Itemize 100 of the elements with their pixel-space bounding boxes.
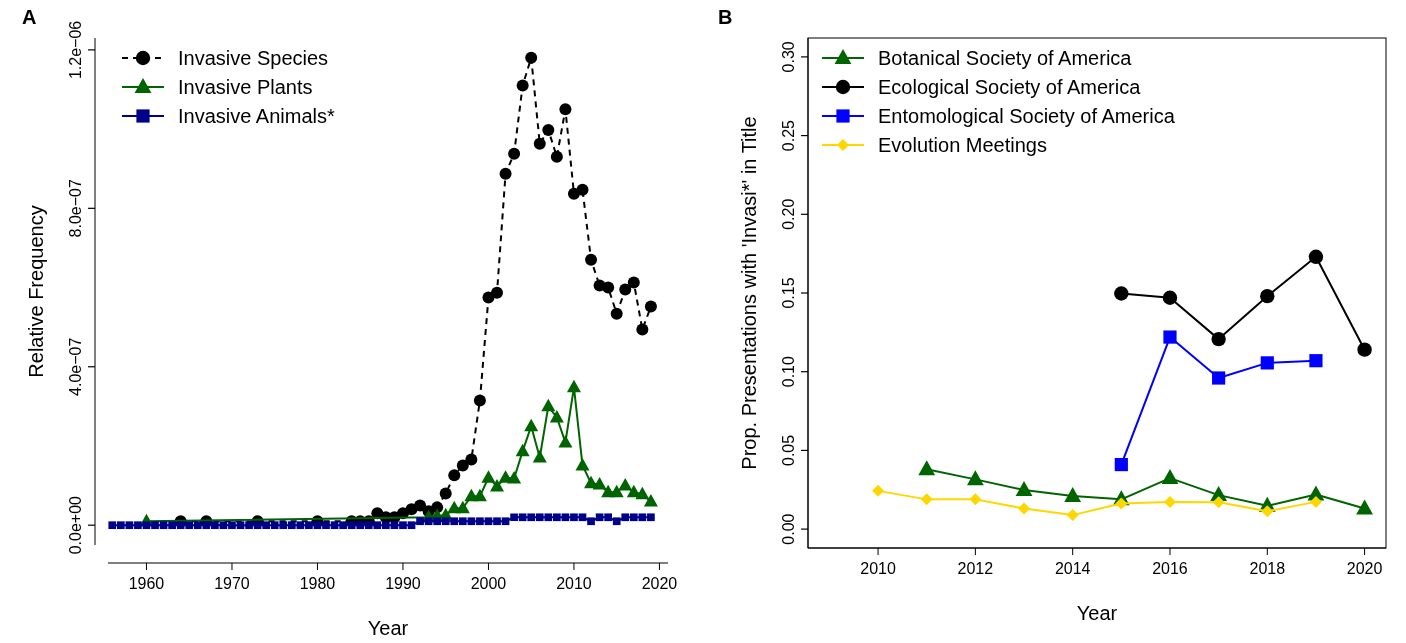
- y-tick-label: 0.20: [780, 198, 797, 230]
- point: [602, 281, 615, 294]
- point: [1161, 469, 1179, 485]
- point: [1356, 499, 1373, 515]
- point: [966, 470, 984, 486]
- point: [448, 469, 461, 482]
- point: [1261, 505, 1274, 518]
- point: [559, 103, 572, 116]
- y-tick-label: 0.30: [780, 41, 797, 73]
- point: [1212, 371, 1226, 385]
- point: [609, 484, 624, 498]
- point: [1260, 356, 1274, 370]
- point: [1018, 502, 1031, 515]
- point: [414, 499, 427, 512]
- point: [515, 443, 530, 457]
- x-tick-label: 2016: [1152, 560, 1188, 577]
- point: [465, 453, 478, 466]
- point: [455, 500, 470, 514]
- point: [619, 283, 632, 296]
- point: [490, 478, 505, 492]
- point: [508, 147, 521, 160]
- point: [525, 51, 538, 64]
- point: [872, 484, 885, 497]
- x-tick-label: 1980: [299, 575, 336, 592]
- x-axis-title: Year: [367, 617, 409, 639]
- point: [644, 300, 657, 313]
- point: [920, 493, 933, 506]
- point: [524, 418, 539, 432]
- point: [472, 488, 487, 502]
- x-tick-label: 2010: [556, 575, 592, 592]
- point: [507, 470, 522, 484]
- text: A: [22, 6, 37, 28]
- point: [585, 253, 598, 266]
- y-tick-label: 0.25: [780, 119, 797, 152]
- point: [1066, 509, 1079, 522]
- y-tick-label: 8.0e−07: [67, 179, 84, 238]
- y-tick-label: 0.00: [780, 513, 797, 545]
- point: [1211, 331, 1226, 347]
- point: [1115, 497, 1128, 510]
- point: [499, 167, 512, 180]
- point: [1308, 249, 1324, 264]
- y-tick-label: 0.10: [780, 356, 797, 388]
- x-tick-label: 1960: [128, 575, 165, 592]
- point: [491, 286, 504, 299]
- x-tick-label: 2000: [470, 575, 507, 592]
- y-tick-label: 0.15: [780, 277, 797, 309]
- point: [516, 79, 529, 92]
- point: [1162, 290, 1178, 305]
- legend-label: Invasive Animals*: [178, 105, 335, 127]
- x-tick-label: 1990: [385, 575, 421, 592]
- point: [576, 183, 589, 196]
- point: [439, 487, 452, 500]
- point: [481, 470, 496, 483]
- y-axis-title: Relative Frequency: [25, 205, 47, 378]
- point: [1212, 496, 1225, 509]
- point: [549, 409, 564, 423]
- point: [1309, 354, 1323, 368]
- text: B: [718, 6, 733, 28]
- legend-label: Botanical Society of America: [878, 47, 1133, 69]
- point: [473, 394, 486, 407]
- y-tick-label: 1.2e−06: [67, 20, 84, 80]
- point: [558, 434, 573, 448]
- point: [618, 478, 633, 491]
- point: [918, 460, 936, 476]
- point: [1260, 288, 1275, 304]
- point: [533, 137, 546, 150]
- x-tick-label: 1970: [214, 575, 250, 592]
- y-tick-label: 0.05: [780, 434, 797, 466]
- point: [532, 449, 547, 463]
- x-axis-title: Year: [1076, 602, 1118, 624]
- x-tick-label: 2012: [957, 560, 994, 577]
- point: [1309, 495, 1322, 508]
- legend-label: Evolution Meetings: [878, 134, 1047, 156]
- point: [627, 276, 640, 289]
- y-tick-label: 4.0e−07: [67, 337, 84, 396]
- point: [541, 398, 556, 412]
- point: [1015, 481, 1033, 497]
- point: [610, 307, 623, 320]
- point: [1357, 342, 1372, 357]
- point: [1114, 286, 1129, 301]
- point: [635, 486, 650, 500]
- point: [1163, 495, 1176, 508]
- legend-label: Entomological Society of America: [878, 105, 1176, 127]
- point: [1064, 487, 1082, 503]
- legend-label: Invasive Plants: [178, 76, 313, 98]
- point: [575, 457, 590, 471]
- point: [550, 150, 563, 163]
- point: [1163, 330, 1177, 344]
- point: [592, 476, 607, 490]
- y-tick-label: 0.0e+00: [67, 495, 84, 555]
- x-tick-label: 2014: [1054, 560, 1091, 577]
- x-tick-label: 2018: [1249, 560, 1286, 577]
- legend-label: Ecological Society of America: [878, 76, 1142, 98]
- legend-label: Invasive Species: [178, 47, 329, 69]
- point: [643, 493, 658, 507]
- point: [636, 323, 649, 336]
- x-tick-label: 2020: [1346, 560, 1383, 577]
- point: [456, 459, 469, 472]
- point: [1114, 457, 1128, 472]
- x-tick-label: 2020: [641, 575, 678, 592]
